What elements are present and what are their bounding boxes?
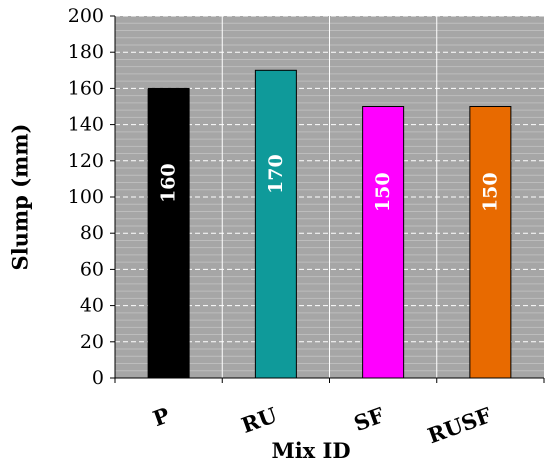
y-axis-title: Slump (mm) (8, 124, 33, 271)
bar-ru (254, 69, 297, 379)
x-axis-title: Mix ID (271, 438, 350, 463)
x-tick-label-p: P (150, 402, 174, 431)
y-tick-label: 80 (80, 222, 104, 244)
bar-p (147, 87, 190, 379)
category-gridlines (221, 16, 438, 378)
bar-rusf (469, 106, 512, 379)
x-tick-label-rusf: RUSF (424, 402, 495, 448)
y-tick-label: 60 (80, 258, 104, 280)
data-label-p: 160 (158, 163, 180, 203)
data-label-ru: 170 (265, 154, 287, 194)
bars (147, 69, 512, 379)
y-tick-label: 160 (68, 77, 104, 99)
y-tick-label: 40 (80, 295, 104, 317)
data-label-rusf: 150 (479, 172, 501, 212)
y-tick-label: 200 (68, 5, 104, 27)
y-tick-label: 100 (68, 186, 104, 208)
x-tick-label-sf: SF (351, 402, 388, 436)
y-tick-label: 0 (92, 367, 104, 389)
y-tick-label: 180 (68, 41, 104, 63)
data-label-sf: 150 (372, 172, 394, 212)
y-tick-labels: 0 20 40 60 80 100 120 140 160 180 200 (68, 5, 115, 389)
y-tick-label: 140 (68, 114, 104, 136)
data-labels: 160 170 150 150 (158, 154, 502, 212)
x-tick-label-ru: RU (238, 402, 280, 438)
y-tick-label: 20 (80, 331, 104, 353)
y-tick-label: 120 (68, 150, 104, 172)
bar-sf (362, 106, 405, 379)
